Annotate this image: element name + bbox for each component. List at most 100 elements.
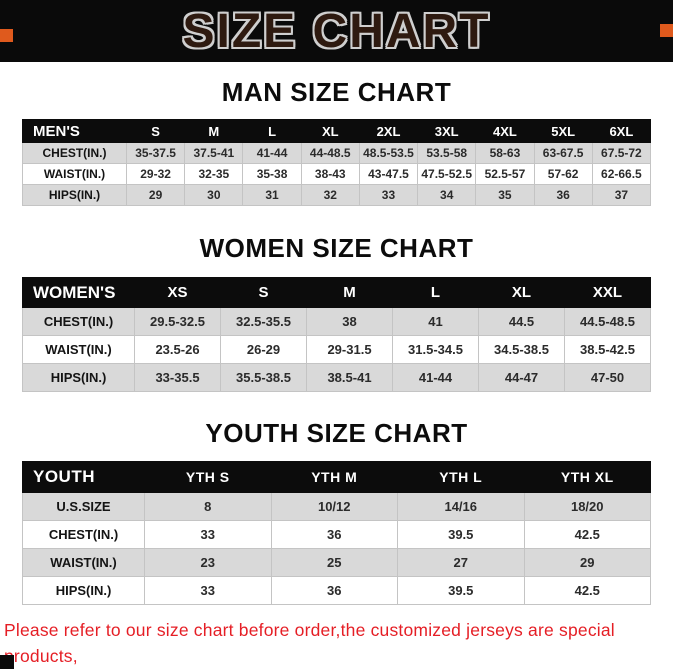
size-column-header: 3XL [417,119,477,143]
measurement-value-cell: 39.5 [397,520,525,549]
corner-accent-bottom-left [0,655,14,669]
measurement-value-cell: 34.5-38.5 [478,335,565,364]
measurement-value-cell: 42.5 [523,520,651,549]
table-row: WAIST(IN.) 29-32 32-35 35-38 38-43 43-47.5 47.… [22,163,652,185]
measurement-value-cell: 23 [144,548,272,577]
measurement-label-cell: CHEST(IN.) [22,520,145,549]
size-column-header: XL [478,277,565,308]
measurement-value-cell: 38.5-41 [306,363,393,392]
measurement-value-cell: 52.5-57 [475,163,535,185]
measurement-value-cell: 38 [306,307,393,336]
measurement-value-cell: 29.5-32.5 [134,307,221,336]
man-section-title: MAN SIZE CHART [221,77,452,107]
table-row: CHEST(IN.) 29.5-32.5 32.5-35.5 38 41 44.5 44.5… [22,307,651,336]
measurement-value-cell: 47.5-52.5 [417,163,477,185]
size-column-header: L [242,119,302,143]
size-column-header: S [125,119,186,143]
measurement-value-cell: 36 [533,184,593,206]
table-title-cell: MEN'S [22,119,127,143]
measurement-value-cell: 30 [184,184,244,206]
footer-note: Please refer to our size chart before or… [4,617,673,669]
measurement-value-cell: 32.5-35.5 [220,307,307,336]
table-row: HIPS(IN.) 29 30 31 32 33 34 35 36 37 [22,184,652,206]
measurement-value-cell: 31 [242,184,302,206]
measurement-value-cell: 44-47 [478,363,565,392]
measurement-value-cell: 18/20 [523,492,651,521]
measurement-value-cell: 44-48.5 [300,142,360,164]
measurement-value-cell: 36 [270,576,398,605]
measurement-value-cell: 67.5-72 [591,142,652,164]
table-row: CHEST(IN.) 33 36 39.5 42.5 [22,520,651,549]
measurement-value-cell: 27 [397,548,525,577]
measurement-label-cell: HIPS(IN.) [22,363,135,392]
measurement-value-cell: 62-66.5 [591,163,652,185]
women-section-title: WOMEN SIZE CHART [199,233,474,263]
size-column-header: 6XL [591,119,652,143]
youth-size-table: YOUTH YTH S YTH M YTH L YTH XL U.S.SIZE 8 10/12… [22,461,651,605]
measurement-value-cell: 37 [591,184,652,206]
measurement-value-cell: 38.5-42.5 [564,335,651,364]
table-row: CHEST(IN.) 35-37.5 37.5-41 41-44 44-48.5 48.5… [22,142,652,164]
measurement-value-cell: 41-44 [242,142,302,164]
size-column-header: M [184,119,244,143]
size-column-header: YTH XL [523,461,651,493]
table-row: HIPS(IN.) 33 36 39.5 42.5 [22,576,651,605]
measurement-value-cell: 35 [475,184,535,206]
banner: SIZE CHART [0,0,673,62]
measurement-value-cell: 29-32 [125,163,186,185]
youth-size-table-wrap: YOUTH YTH S YTH M YTH L YTH XL U.S.SIZE 8 10/12… [22,461,651,605]
measurement-value-cell: 35.5-38.5 [220,363,307,392]
footer-note-line1: Please refer to our size chart before or… [4,620,615,666]
corner-accent-top-left [0,29,13,42]
measurement-value-cell: 10/12 [270,492,398,521]
size-column-header: 5XL [533,119,593,143]
measurement-value-cell: 57-62 [533,163,593,185]
measurement-value-cell: 38-43 [300,163,360,185]
size-column-header: XS [134,277,221,308]
measurement-value-cell: 29 [125,184,186,206]
measurement-value-cell: 48.5-53.5 [358,142,419,164]
size-column-header: M [306,277,393,308]
table-row: HIPS(IN.) 33-35.5 35.5-38.5 38.5-41 41-44 44-… [22,363,651,392]
table-row: U.S.SIZE 8 10/12 14/16 18/20 [22,492,651,521]
measurement-value-cell: 31.5-34.5 [392,335,479,364]
size-column-header: 2XL [358,119,419,143]
measurement-value-cell: 29-31.5 [306,335,393,364]
measurement-label-cell: HIPS(IN.) [22,184,127,206]
size-column-header: YTH M [270,461,398,493]
youth-section-title: YOUTH SIZE CHART [205,418,468,448]
measurement-value-cell: 14/16 [397,492,525,521]
size-column-header: 4XL [475,119,535,143]
measurement-value-cell: 43-47.5 [358,163,419,185]
measurement-value-cell: 44.5-48.5 [564,307,651,336]
measurement-value-cell: 47-50 [564,363,651,392]
measurement-value-cell: 8 [144,492,272,521]
size-column-header: YTH L [397,461,525,493]
size-column-header: YTH S [144,461,272,493]
measurement-value-cell: 33 [144,576,272,605]
measurement-value-cell: 29 [523,548,651,577]
measurement-value-cell: 32-35 [184,163,244,185]
measurement-value-cell: 63-67.5 [533,142,593,164]
measurement-value-cell: 35-37.5 [125,142,186,164]
measurement-value-cell: 58-63 [475,142,535,164]
womens-size-table: WOMEN'S XS S M L XL XXL CHEST(IN.) 29.5-32.5 32.5… [22,277,651,392]
measurement-value-cell: 41 [392,307,479,336]
measurement-value-cell: 36 [270,520,398,549]
measurement-value-cell: 53.5-58 [417,142,477,164]
table-row: WAIST(IN.) 23 25 27 29 [22,548,651,577]
measurement-label-cell: HIPS(IN.) [22,576,145,605]
size-column-header: XXL [564,277,651,308]
table-row: WAIST(IN.) 23.5-26 26-29 29-31.5 31.5-34.5 34… [22,335,651,364]
measurement-value-cell: 35-38 [242,163,302,185]
table-header-row: WOMEN'S XS S M L XL XXL [22,277,651,308]
measurement-value-cell: 42.5 [523,576,651,605]
measurement-value-cell: 39.5 [397,576,525,605]
measurement-value-cell: 34 [417,184,477,206]
table-title-cell: WOMEN'S [22,277,135,308]
measurement-value-cell: 33-35.5 [134,363,221,392]
measurement-label-cell: WAIST(IN.) [22,548,145,577]
measurement-value-cell: 44.5 [478,307,565,336]
table-header-row: MEN'S S M L XL 2XL 3XL 4XL 5XL 6XL [22,119,652,143]
